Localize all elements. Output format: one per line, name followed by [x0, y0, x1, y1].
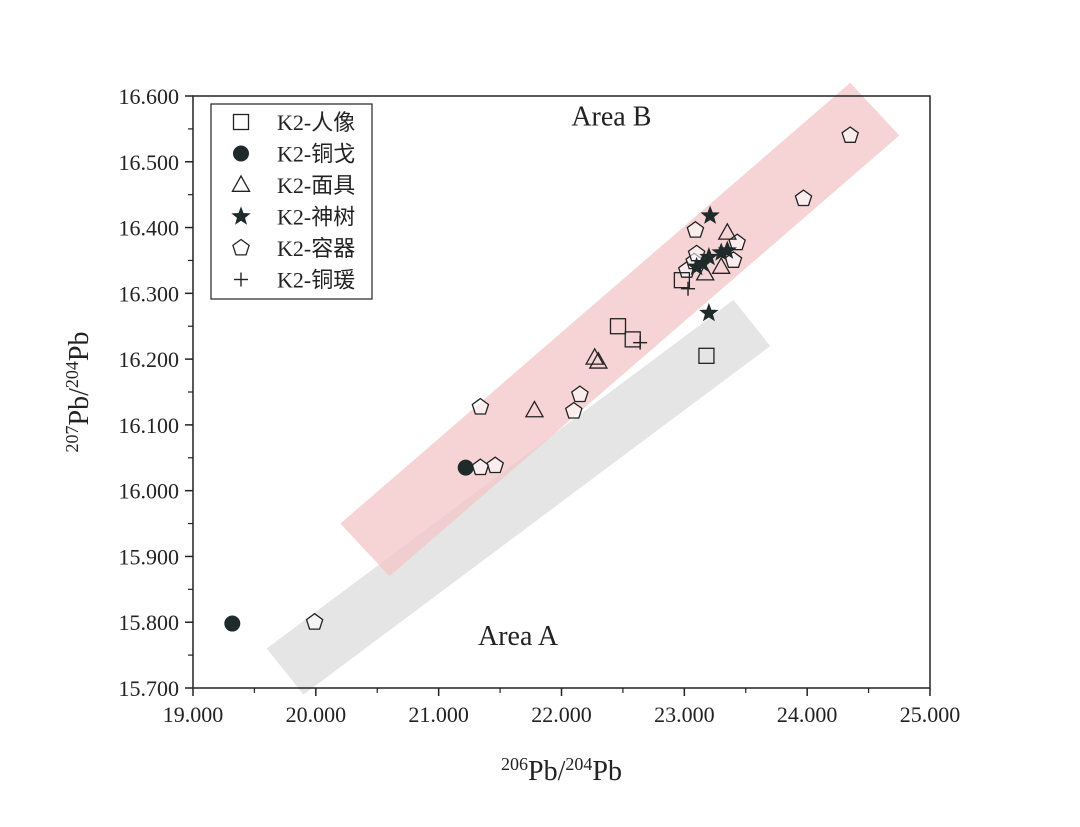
x-tick-label: 25.000 — [900, 702, 961, 727]
data-point — [486, 456, 505, 474]
x-tick-label: 23.000 — [654, 702, 715, 727]
legend-marker — [234, 272, 248, 287]
x-axis-title-slash: / — [558, 756, 566, 787]
y-tick-label: 16.500 — [119, 150, 180, 175]
legend-box — [210, 103, 373, 300]
y-axis-title-slash: / — [64, 388, 95, 396]
data-point — [305, 612, 324, 630]
shaded-region — [266, 299, 771, 695]
data-point — [717, 240, 737, 259]
x-tick-label: 20.000 — [286, 702, 347, 727]
y-tick-label: 16.100 — [119, 413, 180, 438]
legend-marker — [231, 206, 251, 225]
y-tick-label: 16.000 — [119, 479, 180, 504]
data-point — [717, 222, 737, 240]
data-point — [698, 347, 715, 364]
data-point — [609, 318, 627, 335]
area-label: Area B — [571, 102, 651, 133]
x-axis-title-el2: Pb — [592, 756, 622, 787]
y-tick-label: 16.200 — [119, 347, 180, 372]
area-labels-layer: Area A Area B — [478, 102, 651, 653]
data-point — [633, 335, 648, 350]
y-axis-title-el2: Pb — [64, 332, 95, 362]
data-point — [711, 256, 731, 274]
legend-marker — [232, 113, 250, 131]
legend-label: K2-神树 — [277, 205, 355, 230]
legend-label: K2-铜戈 — [277, 142, 355, 167]
legend-label: K2-面具 — [277, 173, 355, 198]
points-layer — [224, 126, 859, 632]
data-point — [681, 281, 696, 296]
x-axis-title: 206Pb/204Pb — [501, 754, 622, 787]
legend: K2-人像 K2-铜戈 K2-面具 K2-神树 K2-容器 K2-铜瑗 — [210, 103, 373, 300]
x-axis-title-sup1: 206 — [501, 754, 528, 774]
shaded-region — [340, 82, 900, 577]
data-point — [700, 205, 720, 224]
y-tick-label: 16.600 — [119, 84, 180, 109]
data-point — [585, 347, 605, 365]
legend-marker — [233, 145, 249, 162]
y-axis-title-sup1: 207 — [62, 425, 82, 452]
data-point — [471, 397, 490, 415]
y-tick-label: 16.400 — [119, 216, 180, 241]
y-tick-label: 15.700 — [119, 676, 180, 701]
data-point — [841, 126, 859, 143]
y-tick-label: 15.900 — [119, 544, 180, 569]
x-axis-title-el1: Pb — [528, 756, 558, 787]
data-point — [524, 400, 545, 418]
legend-label: K2-容器 — [277, 236, 355, 261]
legend-label: K2-铜瑗 — [277, 268, 355, 293]
data-point — [564, 401, 583, 419]
y-axis-title-sup2: 204 — [62, 361, 82, 388]
x-axis-title-sup2: 204 — [565, 754, 592, 774]
areas-layer — [266, 82, 900, 695]
data-point — [457, 459, 474, 476]
ticks-layer: 19.000 20.000 21.000 22.000 23.000 24.000 25.0… — [119, 84, 961, 727]
y-tick-label: 16.300 — [119, 281, 180, 306]
data-point — [673, 272, 691, 289]
area-label: Area A — [478, 621, 559, 652]
data-point — [699, 302, 719, 322]
y-axis-title-el1: Pb — [64, 396, 95, 426]
y-tick-label: 15.800 — [119, 610, 180, 635]
x-tick-label: 21.000 — [408, 702, 469, 727]
x-tick-label: 24.000 — [777, 702, 838, 727]
x-tick-label: 19.000 — [163, 702, 224, 727]
legend-label: K2-人像 — [277, 110, 355, 135]
legend-marker — [231, 174, 251, 192]
data-point — [588, 351, 609, 369]
data-point — [224, 615, 241, 632]
x-tick-label: 22.000 — [531, 702, 592, 727]
data-point — [699, 247, 719, 266]
legend-marker — [232, 238, 250, 256]
y-axis-title: 207Pb/204Pb — [62, 332, 95, 453]
data-point — [794, 189, 813, 207]
data-point — [686, 220, 705, 238]
data-point — [571, 385, 589, 403]
